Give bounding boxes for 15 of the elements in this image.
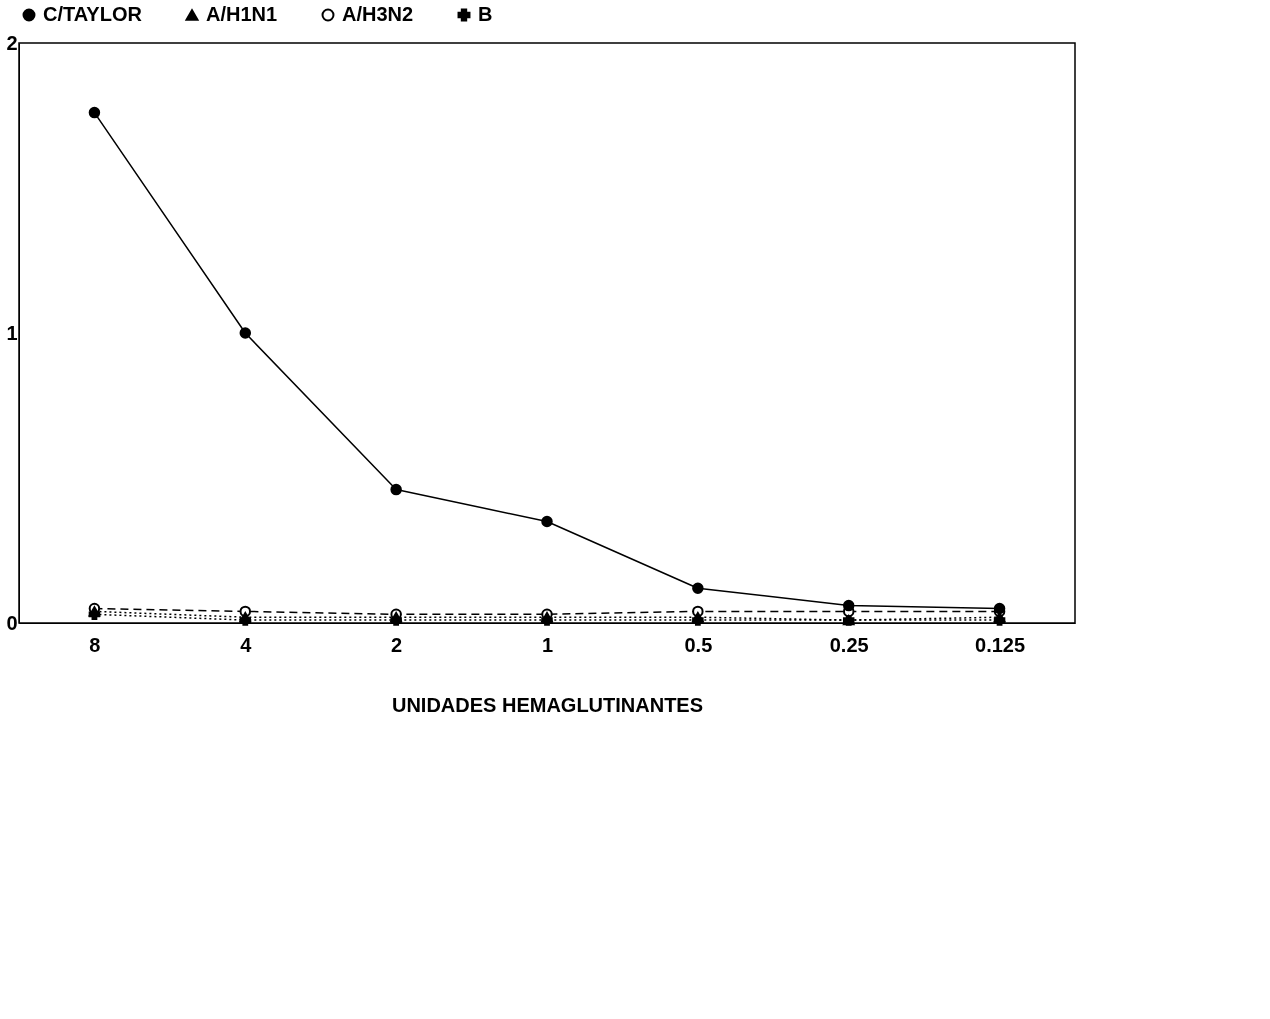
x-axis-title: UNIDADES HEMAGLUTINANTES — [391, 693, 704, 716]
x-tick-label: 0.25 — [829, 633, 869, 656]
y-tick-label: 2 — [6, 31, 18, 54]
x-tick-label: 1 — [541, 633, 554, 656]
legend-label: B — [478, 3, 493, 25]
legend-label: A/H3N2 — [342, 3, 414, 25]
legend-label: C/TAYLOR — [43, 3, 143, 25]
y-tick-label: 1 — [6, 321, 18, 344]
x-tick-label: 4 — [240, 633, 253, 656]
x-tick-label: 0.5 — [684, 633, 713, 656]
y-tick-label: 0 — [6, 611, 18, 634]
legend-label: A/H1N1 — [206, 3, 278, 25]
x-tick-label: 2 — [391, 633, 403, 656]
x-tick-label: 0.125 — [975, 633, 1026, 656]
x-tick-label: 8 — [89, 633, 101, 656]
